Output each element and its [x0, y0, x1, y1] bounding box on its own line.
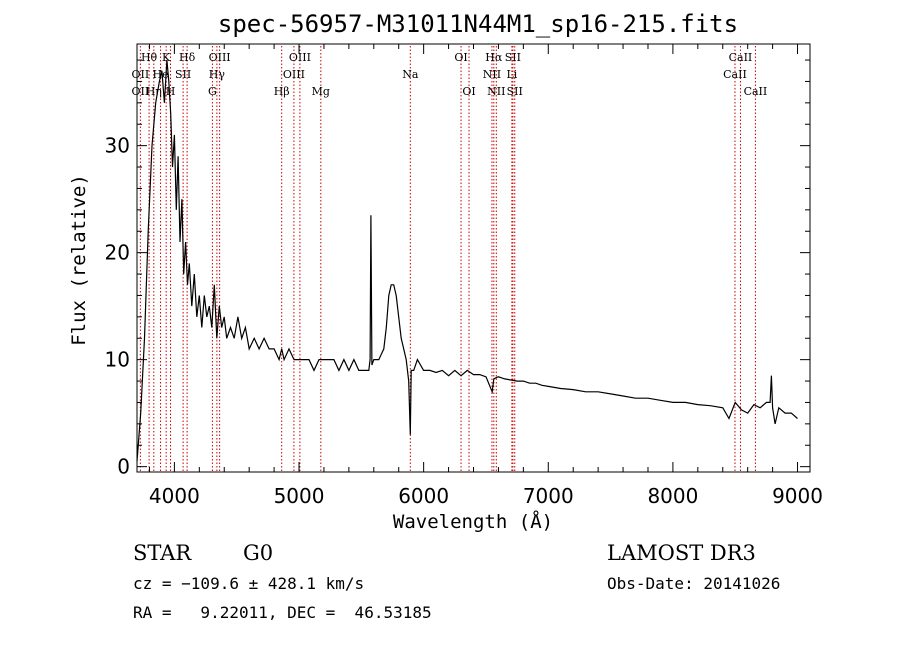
spectrum-line — [136, 60, 798, 462]
spectral-line-label: Na — [402, 68, 419, 81]
spectral-line-label: OII — [132, 85, 150, 98]
spectral-line-label: OI — [454, 51, 467, 64]
redshift-text: cz = −109.6 ± 428.1 km/s — [133, 574, 364, 593]
spectral-line-label: SII — [175, 68, 191, 81]
plot-frame — [136, 43, 811, 473]
spectral-line-label: OIII — [283, 68, 305, 81]
x-tick-label: 4000 — [149, 484, 200, 508]
spectral-line-label: OIII — [209, 51, 231, 64]
spectral-line-label: K — [162, 51, 171, 64]
spectral-line-label: CaII — [729, 51, 753, 64]
x-tick-label: 7000 — [523, 484, 574, 508]
y-tick-label: 20 — [105, 241, 130, 265]
radec-text: RA = 9.22011, DEC = 46.53185 — [133, 603, 432, 622]
y-axis-label: Flux (relative) — [68, 174, 90, 346]
spectral-line-label: SII — [507, 85, 523, 98]
y-tick-label: 10 — [105, 348, 130, 372]
spectral-line-label: Hδ — [179, 51, 196, 64]
spectral-line-label: CaII — [723, 68, 747, 81]
object-class: STAR — [133, 541, 192, 565]
spectral-line-label: OI — [462, 85, 475, 98]
spectral-line-label: Li — [506, 68, 517, 81]
spectral-line-label: Hα — [485, 51, 503, 64]
spectral-line-label: Hθ — [141, 51, 158, 64]
spectral-line-label: SII — [505, 51, 521, 64]
x-axis-ticks: 4000 5000 6000 7000 8000 9000 — [149, 44, 823, 508]
x-tick-label: 6000 — [398, 484, 449, 508]
survey-label: LAMOST DR3 — [607, 541, 756, 565]
spectral-line-label: OII — [132, 68, 150, 81]
y-tick-label: 0 — [117, 455, 130, 479]
obs-date-text: Obs-Date: 20141026 — [607, 574, 780, 593]
spectral-line-markers — [139, 46, 756, 472]
x-axis-label: Wavelength (Å) — [393, 510, 553, 533]
spectral-line-label: OIII — [289, 51, 311, 64]
y-tick-label: 30 — [105, 134, 130, 158]
object-subclass: G0 — [243, 541, 273, 565]
spectral-line-label: Hβ — [274, 85, 290, 98]
spectral-line-label: H — [166, 85, 176, 98]
x-tick-label: 9000 — [772, 484, 823, 508]
spectral-line-label: NII — [483, 68, 501, 81]
y-axis-ticks: 0 10 20 30 — [105, 59, 810, 479]
chart-title: spec-56957-M31011N44M1_sp16-215.fits — [218, 10, 738, 38]
spectral-line-label: G — [208, 85, 217, 98]
x-tick-label: 8000 — [647, 484, 698, 508]
x-tick-label: 5000 — [274, 484, 325, 508]
spectral-line-label: Hγ — [209, 68, 226, 81]
spectral-line-label: Mg — [312, 85, 330, 98]
spectral-line-label: CaII — [744, 85, 768, 98]
spectral-line-label: Hη — [146, 85, 162, 98]
spectral-line-label: NII — [487, 85, 505, 98]
